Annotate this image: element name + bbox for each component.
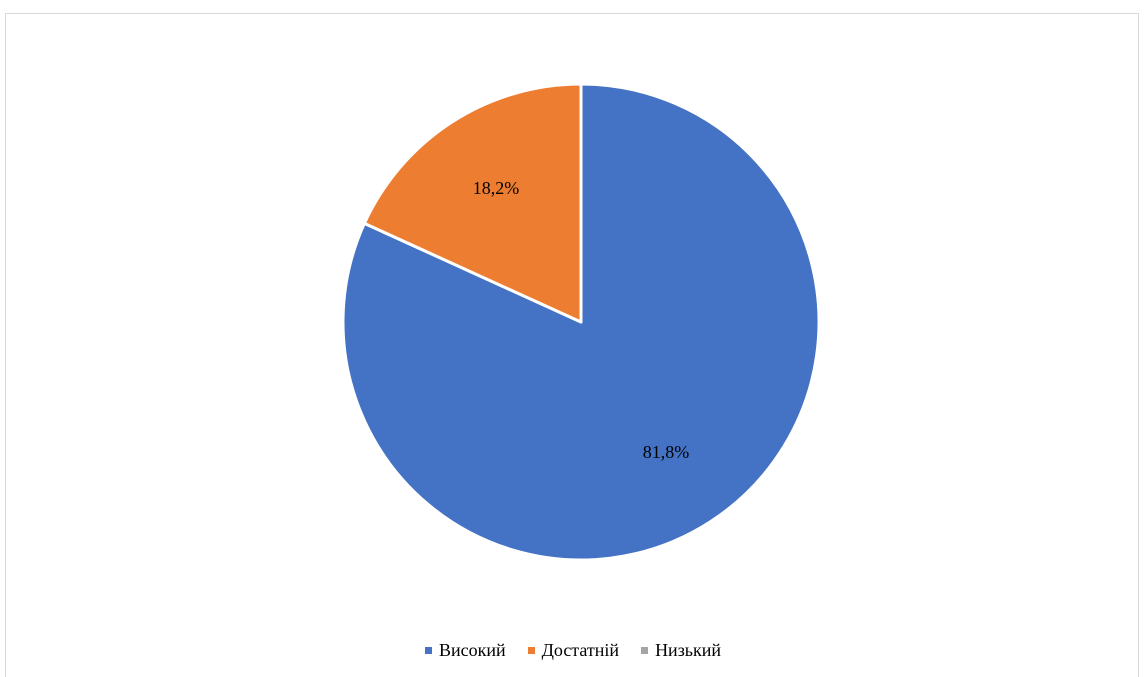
legend-item-vysokyi: Високий bbox=[424, 640, 506, 661]
legend-swatch-dostatnii bbox=[527, 647, 535, 654]
legend-label-vysokyi: Високий bbox=[438, 640, 506, 660]
pie-slices bbox=[341, 82, 821, 562]
pie-slice-0 bbox=[341, 82, 821, 562]
legend-item-dostatnii: Достатній bbox=[527, 640, 620, 661]
pie-slice-1 bbox=[362, 82, 583, 324]
data-label-0: 81,8% bbox=[643, 442, 690, 462]
legend-label-nyzkyi: Низький bbox=[655, 640, 722, 660]
legend-swatch-nyzkyi bbox=[641, 647, 649, 654]
legend-item-nyzkyi: Низький bbox=[641, 640, 721, 661]
legend: Високий Достатній Низький bbox=[0, 640, 1146, 661]
data-label-1: 18,2% bbox=[473, 178, 520, 198]
legend-label-dostatnii: Достатній bbox=[541, 640, 620, 660]
legend-swatch-vysokyi bbox=[424, 647, 432, 654]
pie-labels: 81,8% 18,2% bbox=[473, 178, 689, 462]
